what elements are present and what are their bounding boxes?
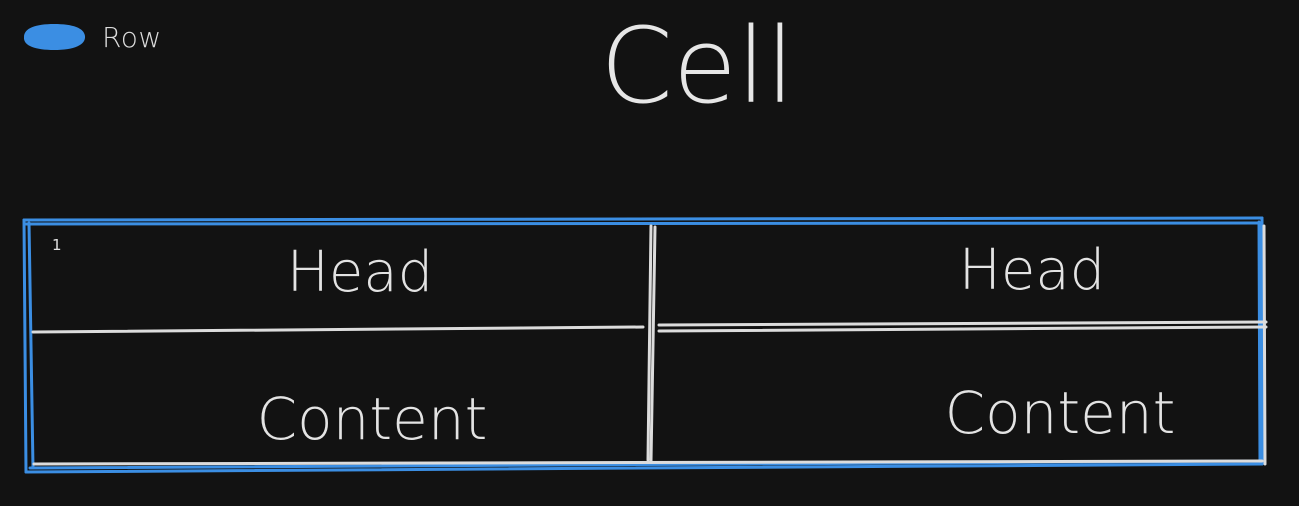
diagram-title: Cell xyxy=(600,5,795,127)
table-cell-row1-col1[interactable]: Content xyxy=(256,385,488,453)
table-header-cell-1[interactable]: Head xyxy=(286,240,434,305)
table-cell-row1-col2[interactable]: Content xyxy=(944,379,1176,447)
table-grid xyxy=(31,224,1268,466)
legend-swatch-row xyxy=(23,24,86,50)
row-index-label: 1 xyxy=(52,236,62,254)
legend: Row xyxy=(18,20,162,54)
table-header-cell-2[interactable]: Head xyxy=(958,238,1106,303)
legend-label-row: Row xyxy=(102,20,162,54)
